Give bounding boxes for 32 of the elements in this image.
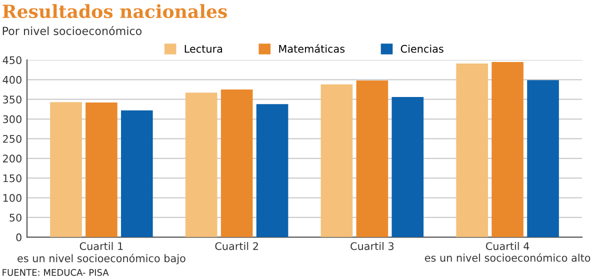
x-tick-label: Cuartil 4 es un nivel socioeconómico alto (424, 242, 590, 262)
bar (220, 90, 253, 238)
x-tick-label: Cuartil 3 (350, 242, 394, 250)
bar (492, 62, 524, 238)
legend-label: Ciencias (400, 44, 444, 53)
y-tick-label: 100 (3, 194, 22, 202)
bar (121, 110, 153, 238)
bar (320, 84, 353, 238)
chart-title: Resultados nacionales (2, 4, 227, 18)
y-tick-label: 350 (3, 96, 22, 104)
y-tick-label: 150 (3, 174, 22, 182)
legend-label: Matemáticas (279, 44, 345, 53)
y-tick-label: 300 (3, 115, 22, 124)
x-tick-label: Cuartil 2 (215, 242, 258, 250)
y-tick-label: 0 (16, 233, 22, 242)
bar (185, 92, 218, 238)
bar (392, 96, 424, 238)
bar (527, 80, 559, 238)
bar (50, 102, 82, 238)
y-tick-label: 50 (10, 214, 22, 222)
bar (256, 104, 288, 238)
source-note: FUENTE: MEDUCA- PISA (2, 269, 109, 276)
bar (456, 64, 488, 238)
y-tick-label: 450 (2, 56, 22, 64)
legend-label: Lectura (184, 45, 222, 53)
bar (86, 102, 118, 238)
x-tick-label: Cuartil 1 es un nivel socioeconómico bajo (18, 242, 186, 264)
y-tick-label: 250 (3, 134, 22, 143)
y-tick-label: 200 (3, 154, 22, 163)
chart-subtitle: Por nivel socioeconómico (2, 26, 142, 36)
bar (356, 80, 388, 238)
y-tick-label: 400 (2, 76, 22, 84)
